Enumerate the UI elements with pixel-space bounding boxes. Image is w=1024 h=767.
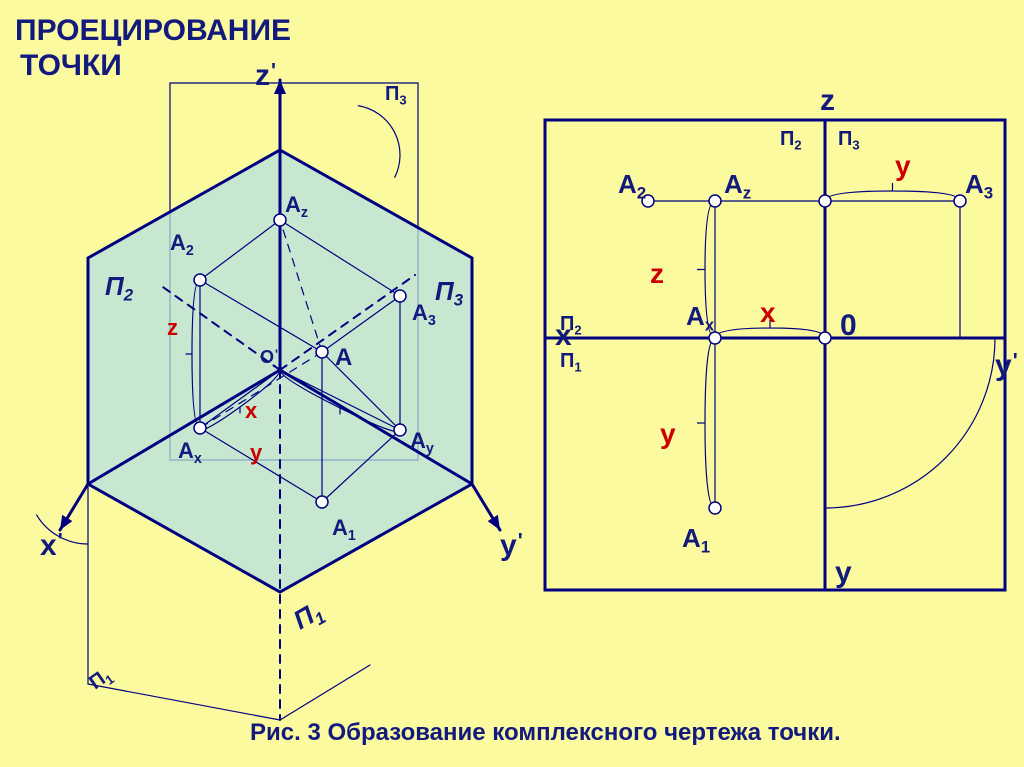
svg-text:y: y — [660, 418, 676, 449]
svg-text:ПРОЕЦИРОВАНИЕ: ПРОЕЦИРОВАНИЕ — [15, 14, 291, 47]
svg-text:y: y — [250, 440, 263, 465]
svg-text:ТОЧКИ: ТОЧКИ — [20, 49, 122, 82]
svg-text:z: z — [650, 258, 664, 289]
svg-text:A: A — [335, 344, 352, 371]
svg-text:0: 0 — [840, 309, 857, 342]
stage: ПРОЕЦИРОВАНИЕ ТОЧКИz'x'y'П2П3П1П3П1O'AAx… — [0, 0, 1024, 767]
svg-text:z: z — [820, 84, 835, 117]
svg-text:z: z — [167, 315, 178, 340]
figure-caption: Рис. 3 Образование комплексного чертежа … — [250, 719, 841, 746]
svg-text:y: y — [895, 150, 911, 181]
svg-text:x: x — [245, 398, 258, 423]
diagram-svg: ПРОЕЦИРОВАНИЕ ТОЧКИz'x'y'П2П3П1П3П1O'AAx… — [0, 0, 1024, 767]
svg-text:y: y — [835, 556, 852, 589]
svg-text:x: x — [760, 297, 776, 328]
